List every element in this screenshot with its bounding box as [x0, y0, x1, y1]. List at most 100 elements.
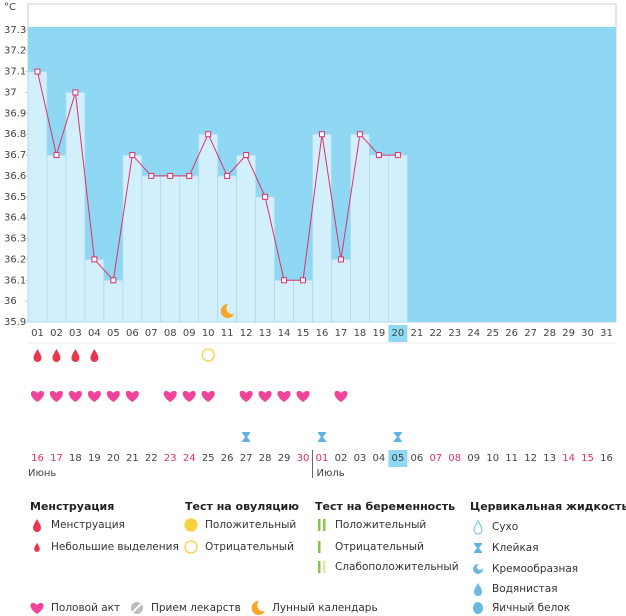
day-label: 15: [297, 328, 310, 339]
date-label: 13: [543, 453, 556, 464]
day-label: 17: [335, 328, 348, 339]
temperature-marker: [300, 277, 307, 284]
bar: [46, 154, 67, 323]
heart-icon: [258, 390, 272, 402]
temperature-marker: [262, 193, 269, 200]
heart-icon: [239, 390, 253, 402]
y-tick-label: 37.2: [4, 46, 26, 57]
date-label: 08: [448, 453, 461, 464]
temperature-line: [36, 71, 398, 282]
legend-item: Половой акт: [51, 602, 120, 614]
day-label: 06: [126, 328, 139, 339]
temperature-marker: [337, 256, 344, 263]
y-tick-label: 36.7: [4, 150, 26, 161]
temperature-marker: [186, 172, 193, 179]
date-label: 30: [297, 453, 310, 464]
y-tick-label: 36.9: [4, 108, 26, 119]
heart-icon: [201, 390, 215, 402]
legend-item: Сухо: [492, 521, 518, 533]
legend-item: Менструация: [51, 519, 125, 531]
bar: [179, 175, 200, 323]
y-tick-label: 37: [4, 87, 17, 98]
day-label: 04: [88, 328, 101, 339]
temperature-marker: [243, 152, 250, 159]
legend-item: Положительный: [205, 519, 296, 531]
bar: [312, 133, 332, 323]
bar: [160, 175, 181, 323]
heart-icon: [125, 390, 139, 402]
date-label: 16: [31, 453, 44, 464]
y-tick-label: 36.3: [4, 234, 26, 245]
bar: [217, 175, 238, 323]
legend-title: Тест на беременность: [315, 500, 455, 513]
temperature-marker: [224, 172, 231, 179]
date-label: 25: [202, 453, 215, 464]
cream-icon: [477, 564, 483, 570]
y-tick-label: 35.9: [4, 317, 26, 328]
day-label: 03: [69, 328, 82, 339]
temperature-marker: [34, 68, 41, 75]
day-label: 08: [164, 328, 177, 339]
day-label: 23: [448, 328, 461, 339]
bar: [331, 258, 351, 323]
drop-icon: [474, 583, 482, 596]
bar: [65, 92, 86, 323]
date-label: 26: [221, 453, 234, 464]
y-tick-label: 36.8: [4, 129, 26, 140]
date-label: 24: [183, 453, 196, 464]
bar: [274, 279, 294, 323]
month-label: Июль: [317, 468, 345, 479]
date-label: 03: [354, 453, 367, 464]
heart-icon: [106, 390, 120, 402]
date-label: 07: [429, 453, 442, 464]
heart-icon: [30, 390, 44, 402]
bar: [141, 175, 162, 323]
day-label: 01: [31, 328, 44, 339]
heart-icon: [334, 390, 348, 402]
legend-item: Лунный календарь: [272, 602, 378, 614]
today-highlight: [388, 325, 408, 342]
drop-icon: [473, 520, 483, 535]
date-label: 06: [410, 453, 423, 464]
sticky-icon: [474, 543, 482, 553]
temperature-marker: [205, 131, 212, 138]
heart-icon: [296, 390, 310, 402]
bar: [27, 71, 48, 323]
day-label: 14: [278, 328, 291, 339]
drop-icon: [33, 519, 41, 532]
temperature-marker: [167, 172, 174, 179]
test-icon: [323, 561, 326, 573]
test-icon: [318, 541, 321, 553]
date-label: 09: [467, 453, 480, 464]
day-label: 02: [50, 328, 63, 339]
date-label: 18: [69, 453, 82, 464]
legend-title: Менструация: [30, 500, 114, 513]
day-label: 16: [316, 328, 329, 339]
drop-icon: [52, 349, 61, 362]
date-label: 11: [505, 453, 518, 464]
legend-item: Небольшие выделения: [51, 541, 179, 553]
legend-item: Яичный белок: [492, 602, 570, 614]
temperature-marker: [129, 152, 136, 159]
y-tick-label: 36: [4, 296, 17, 307]
date-label: 10: [486, 453, 499, 464]
y-axis-label: °C: [4, 2, 16, 13]
date-label: 14: [562, 453, 575, 464]
legend-item: Клейкая: [492, 542, 539, 554]
day-label: 09: [183, 328, 196, 339]
y-tick-label: 36.6: [4, 171, 26, 182]
bar: [255, 196, 275, 323]
drop-icon: [71, 349, 80, 362]
temperature-marker: [394, 152, 401, 159]
bar: [122, 154, 143, 323]
y-tick-label: 37.3: [4, 25, 26, 36]
day-label: 28: [543, 328, 556, 339]
legend-item: Слабоположительный: [335, 561, 459, 573]
y-tick-label: 36.1: [4, 275, 26, 286]
drop-icon: [33, 349, 42, 362]
temperature-marker: [110, 277, 117, 284]
day-label: 29: [562, 328, 575, 339]
temperature-marker: [356, 131, 363, 138]
bar: [387, 154, 408, 323]
